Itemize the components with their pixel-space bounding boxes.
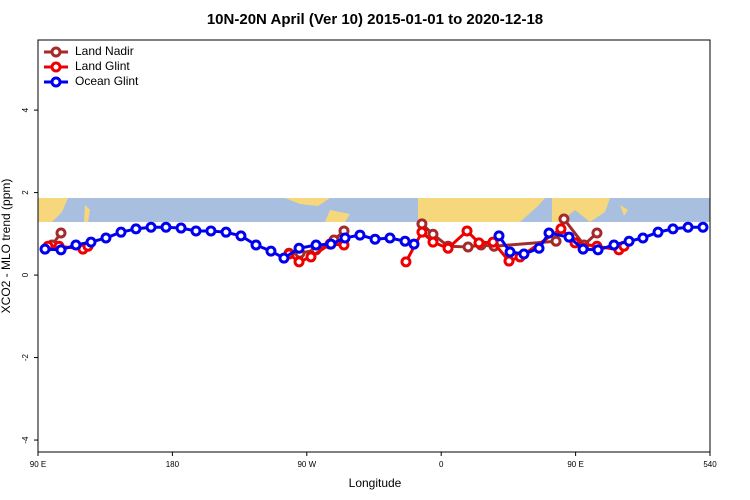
y-tick-label: -2	[21, 353, 30, 361]
plot-frame	[37, 39, 711, 453]
data-point	[408, 238, 420, 250]
x-axis-label: Longitude	[349, 476, 402, 490]
data-point	[503, 255, 515, 267]
legend-label: Ocean Glint	[75, 74, 139, 88]
data-point	[533, 242, 545, 254]
data-point	[442, 242, 454, 254]
data-point	[235, 230, 247, 242]
data-point	[592, 244, 604, 256]
y-axis-label: XCO2 - MLO trend (ppm)	[0, 179, 13, 314]
data-point	[115, 226, 127, 238]
data-point	[55, 227, 67, 239]
data-point	[682, 221, 694, 233]
legend-marker	[50, 46, 62, 58]
y-tick-label: 2	[21, 190, 30, 195]
data-point	[623, 235, 635, 247]
x-tick-label: 90 W	[297, 460, 316, 469]
x-tick-label: 90 E	[567, 460, 583, 469]
legend-label: Land Nadir	[75, 44, 134, 58]
data-point	[487, 236, 499, 248]
x-tick-label: 540	[703, 460, 717, 469]
data-point	[400, 256, 412, 268]
x-tick-label: 180	[166, 460, 180, 469]
data-point	[473, 237, 485, 249]
data-point	[265, 245, 277, 257]
data-point	[39, 243, 51, 255]
data-point	[205, 225, 217, 237]
data-point	[563, 231, 575, 243]
x-tick-label: 90 E	[30, 460, 46, 469]
legend-marker	[50, 76, 62, 88]
data-point	[543, 227, 555, 239]
data-point	[278, 252, 290, 264]
data-point	[250, 239, 262, 251]
data-point	[558, 213, 570, 225]
y-tick-label: 4	[21, 107, 30, 112]
data-point	[70, 239, 82, 251]
data-point	[339, 232, 351, 244]
data-point	[591, 227, 603, 239]
data-point	[130, 223, 142, 235]
data-point	[369, 233, 381, 245]
y-tick-label: 0	[21, 272, 30, 277]
data-point	[293, 256, 305, 268]
data-point	[416, 226, 428, 238]
data-point	[220, 226, 232, 238]
data-point	[555, 223, 567, 235]
data-point	[652, 226, 664, 238]
data-point	[100, 232, 112, 244]
data-point	[697, 221, 709, 233]
data-point	[462, 241, 474, 253]
data-point	[461, 225, 473, 237]
data-point	[305, 251, 317, 263]
data-point	[550, 235, 562, 247]
data-point	[427, 236, 439, 248]
legend-label: Land Glint	[75, 59, 130, 73]
data-point	[310, 239, 322, 251]
data-point	[493, 230, 505, 242]
data-point	[293, 242, 305, 254]
data-point	[85, 236, 97, 248]
data-point	[145, 221, 157, 233]
data-point	[504, 246, 516, 258]
data-point	[325, 238, 337, 250]
data-point	[518, 248, 530, 260]
x-tick-label: 0	[439, 460, 444, 469]
data-point	[354, 229, 366, 241]
data-point	[667, 223, 679, 235]
data-point	[577, 243, 589, 255]
map-strip	[38, 198, 710, 222]
chart-title: 10N-20N April (Ver 10) 2015-01-01 to 202…	[207, 11, 543, 28]
data-point	[399, 235, 411, 247]
data-point	[190, 225, 202, 237]
data-point	[384, 232, 396, 244]
data-point	[160, 221, 172, 233]
data-point	[608, 239, 620, 251]
legend-marker	[50, 61, 62, 73]
y-tick-label: -4	[21, 436, 30, 444]
series-line	[420, 215, 598, 249]
data-point	[55, 244, 67, 256]
data-point	[175, 222, 187, 234]
data-point	[637, 232, 649, 244]
